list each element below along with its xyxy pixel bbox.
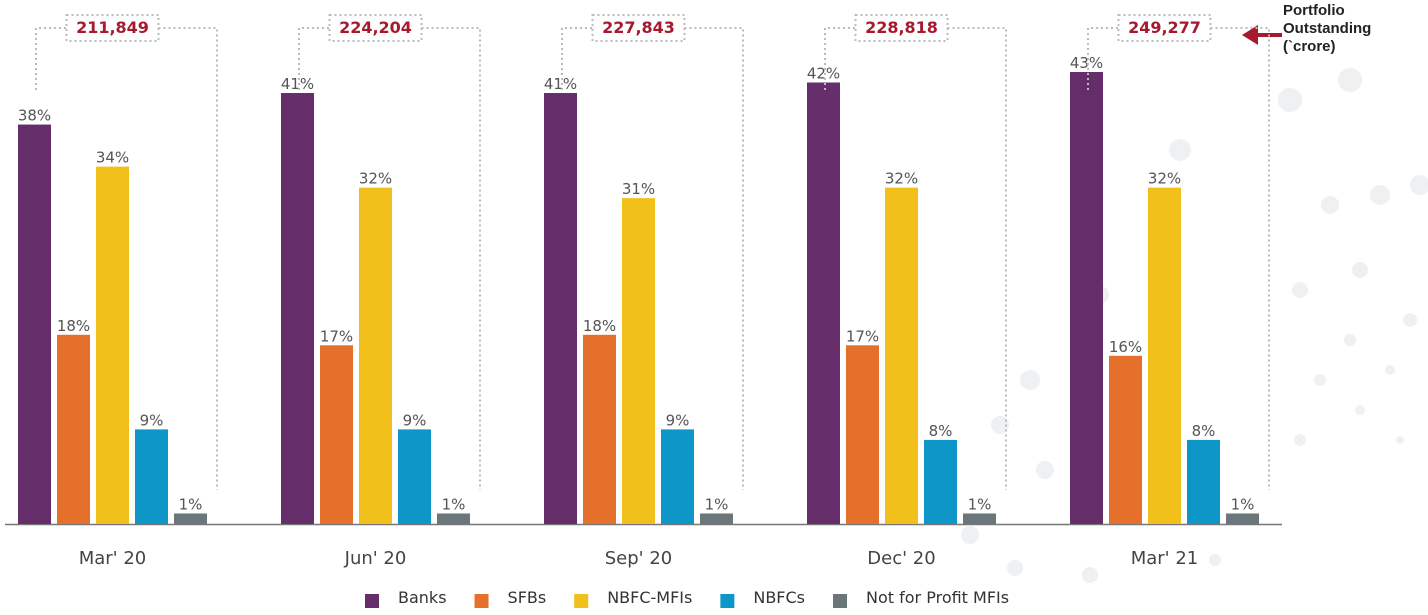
value-label: 43%	[1070, 54, 1103, 72]
bar	[1070, 72, 1103, 524]
value-label: 8%	[1192, 422, 1216, 440]
bar	[57, 334, 90, 524]
arrow	[1242, 25, 1282, 45]
value-label: 1%	[179, 495, 203, 513]
total-label: 224,204	[339, 18, 412, 37]
value-label: 1%	[968, 495, 992, 513]
bar	[135, 429, 168, 524]
bar	[1109, 355, 1142, 524]
bar	[1226, 513, 1259, 524]
total-box	[1117, 14, 1212, 42]
x-tick-label: Sep' 20	[605, 548, 673, 569]
total-box	[65, 14, 160, 42]
bar	[320, 345, 353, 524]
legend-swatch	[833, 594, 848, 608]
x-tick-label: Jun' 20	[344, 548, 407, 569]
value-label: 1%	[705, 495, 729, 513]
legend-label: Not for Profit MFIs	[866, 588, 1009, 607]
bar	[700, 513, 733, 524]
x-tick-label: Mar' 20	[79, 548, 147, 569]
value-label: 38%	[18, 107, 51, 125]
bar	[398, 429, 431, 524]
value-label: 34%	[96, 149, 129, 167]
legend-swatch	[365, 594, 379, 608]
value-label: 42%	[807, 65, 840, 83]
value-label: 17%	[846, 327, 879, 345]
bar	[661, 429, 694, 524]
bracket	[561, 27, 744, 490]
bar	[963, 513, 996, 524]
value-label: 1%	[442, 495, 466, 513]
x-tick-label: Dec' 20	[867, 548, 935, 569]
legend-label: NBFC-MFIs	[607, 588, 692, 607]
total-box	[854, 14, 949, 42]
value-label: 9%	[666, 411, 690, 429]
bar	[96, 166, 129, 524]
value-label: 9%	[403, 411, 427, 429]
bar	[281, 93, 314, 524]
bar	[1148, 187, 1181, 524]
legend-swatch	[474, 594, 489, 608]
total-box	[328, 14, 423, 42]
legend-label: SFBs	[508, 588, 547, 607]
legend-swatch	[574, 594, 589, 608]
bar	[18, 124, 51, 524]
bar	[1187, 439, 1220, 524]
bar	[437, 513, 470, 524]
legend-swatch	[720, 594, 735, 608]
total-label: 249,277	[1128, 18, 1201, 37]
total-label: 211,849	[76, 18, 149, 37]
bar	[622, 198, 655, 525]
value-label: 31%	[622, 180, 655, 198]
value-label: 41%	[281, 75, 314, 93]
bar	[846, 345, 879, 524]
annotation: Portfolio Outstanding (`crore)	[1283, 2, 1372, 55]
value-label: 17%	[320, 327, 353, 345]
bracket	[298, 27, 481, 490]
bar	[583, 334, 616, 524]
bracket	[35, 27, 218, 490]
bracket	[1087, 27, 1270, 490]
bar	[924, 439, 957, 524]
value-label: 16%	[1109, 338, 1142, 356]
total-label: 228,818	[865, 18, 938, 37]
legend-label: NBFCs	[753, 588, 805, 607]
bar	[544, 93, 577, 524]
value-label: 18%	[583, 317, 616, 335]
total-label: 227,843	[602, 18, 675, 37]
bracket	[824, 27, 1007, 490]
value-label: 9%	[140, 411, 164, 429]
value-label: 8%	[929, 422, 953, 440]
bar	[885, 187, 918, 524]
value-label: 1%	[1231, 495, 1255, 513]
legend-label: Banks	[398, 588, 447, 607]
value-label: 41%	[544, 75, 577, 93]
value-label: 32%	[885, 170, 918, 188]
bar	[807, 82, 840, 524]
value-label: 32%	[359, 170, 392, 188]
value-label: 18%	[57, 317, 90, 335]
value-label: 32%	[1148, 170, 1181, 188]
total-box	[591, 14, 686, 42]
bar	[359, 187, 392, 524]
x-tick-label: Mar' 21	[1131, 548, 1199, 569]
bar	[174, 513, 207, 524]
